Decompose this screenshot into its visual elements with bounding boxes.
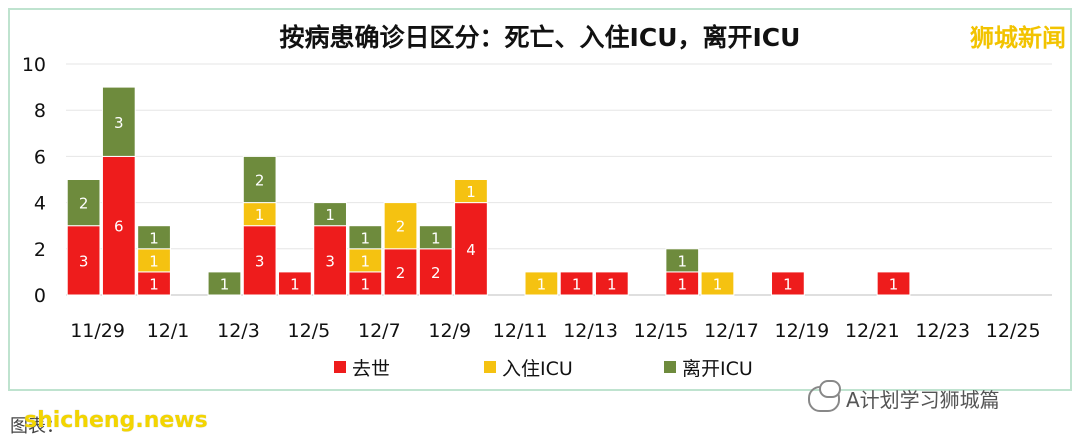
- data-label: 1: [677, 275, 687, 293]
- data-label: 1: [361, 275, 371, 293]
- bar-segment: [418, 248, 453, 296]
- bar-segment: [101, 86, 136, 157]
- y-tick-label: 6: [34, 146, 46, 168]
- data-label: 6: [114, 218, 124, 236]
- wechat-icon: [808, 379, 841, 412]
- bar-segment: [278, 271, 312, 296]
- data-label: 2: [396, 264, 406, 282]
- data-label: 1: [325, 206, 335, 224]
- x-tick-label: 12/25: [986, 320, 1041, 342]
- legend-swatch: [664, 361, 676, 373]
- data-label: 1: [361, 252, 371, 270]
- legend-swatch: [334, 361, 346, 373]
- x-tick-label: 12/1: [147, 320, 190, 342]
- bar-segment: [559, 271, 594, 296]
- x-tick-label: 12/3: [217, 320, 260, 342]
- bar-segment: [66, 179, 101, 227]
- y-tick-label: 4: [34, 193, 46, 215]
- data-label: 1: [607, 275, 617, 293]
- data-label: 1: [713, 275, 723, 293]
- data-label: 3: [325, 252, 335, 270]
- brand-logo-text: 狮城新闻: [970, 24, 1066, 52]
- x-tick-label: 12/23: [915, 320, 970, 342]
- data-label: 1: [889, 275, 899, 293]
- bar-segment: [594, 271, 629, 296]
- bar-segment: [454, 179, 488, 204]
- chart-frame: [8, 8, 1072, 391]
- data-label: 1: [783, 275, 793, 293]
- x-tick-label: 12/15: [634, 320, 689, 342]
- bar-segment: [348, 225, 383, 250]
- data-label: 2: [396, 218, 406, 236]
- x-tick-label: 12/13: [563, 320, 618, 342]
- data-label: 1: [537, 275, 547, 293]
- y-tick-label: 2: [34, 239, 46, 261]
- bar-segment: [876, 271, 911, 296]
- x-tick-label: 12/5: [288, 320, 331, 342]
- legend-label: 去世: [352, 358, 390, 380]
- watermark-text: shicheng.news: [24, 408, 208, 433]
- bar-segment: [454, 202, 488, 296]
- legend-swatch: [484, 361, 496, 373]
- bar-segment: [771, 271, 805, 296]
- x-tick-label: 12/7: [358, 320, 401, 342]
- data-label: 1: [677, 252, 687, 270]
- bar-segment: [524, 271, 559, 296]
- data-label: 2: [79, 195, 89, 213]
- x-tick-label: 12/11: [493, 320, 548, 342]
- data-label: 1: [466, 183, 476, 201]
- wechat-account: A计划学习狮城篇: [808, 379, 1000, 413]
- bar-segment: [383, 248, 418, 296]
- bar-segment: [242, 155, 277, 204]
- data-label: 2: [431, 264, 441, 282]
- bar-segment: [207, 271, 242, 296]
- bar-segment: [137, 225, 171, 250]
- x-tick-label: 11/29: [70, 320, 125, 342]
- x-tick-label: 12/19: [775, 320, 830, 342]
- bar-segment: [665, 248, 700, 273]
- data-label: 1: [361, 229, 371, 247]
- bar-segment: [700, 271, 735, 296]
- data-label: 3: [79, 252, 89, 270]
- legend-label: 离开ICU: [682, 358, 753, 380]
- data-label: 1: [290, 275, 300, 293]
- data-label: 1: [220, 275, 230, 293]
- data-label: 2: [255, 172, 265, 190]
- data-label: 1: [149, 275, 159, 293]
- legend-label: 入住ICU: [502, 358, 573, 380]
- wechat-account-name: A计划学习狮城篇: [846, 388, 1000, 412]
- data-label: 1: [149, 252, 159, 270]
- y-tick-label: 0: [34, 285, 46, 307]
- x-tick-label: 12/9: [428, 320, 471, 342]
- bar-segment: [313, 202, 347, 227]
- y-tick-label: 8: [34, 100, 46, 122]
- data-label: 1: [431, 229, 441, 247]
- chart-title: 按病患确诊日区分：死亡、入住ICU，离开ICU: [279, 23, 801, 52]
- y-tick-label: 10: [22, 54, 46, 76]
- data-label: 3: [255, 252, 265, 270]
- data-label: 1: [255, 206, 265, 224]
- bar-segment: [418, 225, 453, 250]
- data-label: 1: [572, 275, 582, 293]
- data-label: 3: [114, 114, 124, 132]
- bar-segment: [383, 202, 418, 250]
- x-tick-label: 12/21: [845, 320, 900, 342]
- source-label: 图表：: [10, 416, 64, 437]
- x-tick-label: 12/17: [704, 320, 759, 342]
- data-label: 1: [149, 229, 159, 247]
- data-label: 4: [466, 241, 476, 259]
